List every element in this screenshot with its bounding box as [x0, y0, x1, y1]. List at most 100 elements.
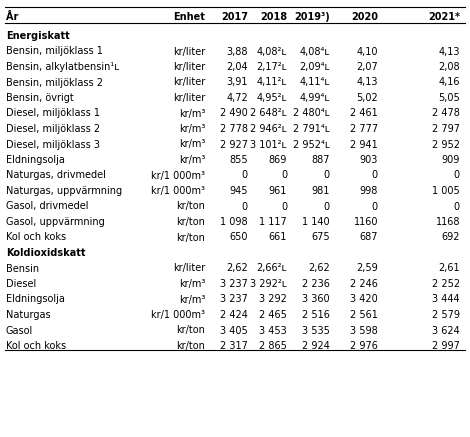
Text: kr/1 000m³: kr/1 000m³ [151, 170, 205, 180]
Text: Diesel, miljöklass 2: Diesel, miljöklass 2 [6, 124, 100, 134]
Text: 5,02: 5,02 [356, 93, 378, 103]
Text: 675: 675 [311, 232, 330, 243]
Text: kr/ton: kr/ton [176, 341, 205, 351]
Text: 1168: 1168 [436, 217, 460, 227]
Text: 2 946²ʟ: 2 946²ʟ [251, 124, 287, 134]
Text: 2 777: 2 777 [350, 124, 378, 134]
Text: kr/1 000m³: kr/1 000m³ [151, 186, 205, 196]
Text: 0: 0 [281, 170, 287, 180]
Text: 0: 0 [324, 201, 330, 212]
Text: 3 453: 3 453 [259, 326, 287, 336]
Text: 998: 998 [360, 186, 378, 196]
Text: Diesel, miljöklass 3: Diesel, miljöklass 3 [6, 139, 100, 149]
Text: Naturgas, drivmedel: Naturgas, drivmedel [6, 170, 106, 180]
Text: 650: 650 [229, 232, 248, 243]
Text: kr/m³: kr/m³ [179, 139, 205, 149]
Text: 3 405: 3 405 [220, 326, 248, 336]
Text: Gasol, drivmedel: Gasol, drivmedel [6, 201, 88, 212]
Text: 3 292: 3 292 [259, 295, 287, 305]
Text: 1 117: 1 117 [259, 217, 287, 227]
Text: 3 444: 3 444 [432, 295, 460, 305]
Text: 4,95²ʟ: 4,95²ʟ [257, 93, 287, 103]
Text: kr/ton: kr/ton [176, 201, 205, 212]
Text: 4,11⁴ʟ: 4,11⁴ʟ [300, 77, 330, 87]
Text: 3,88: 3,88 [227, 46, 248, 56]
Text: 4,08²ʟ: 4,08²ʟ [257, 46, 287, 56]
Text: 687: 687 [360, 232, 378, 243]
Text: 2 246: 2 246 [350, 279, 378, 289]
Text: kr/m³: kr/m³ [179, 295, 205, 305]
Text: kr/liter: kr/liter [173, 264, 205, 274]
Text: 692: 692 [441, 232, 460, 243]
Text: 2 791⁴ʟ: 2 791⁴ʟ [293, 124, 330, 134]
Text: 981: 981 [312, 186, 330, 196]
Text: Bensin: Bensin [6, 264, 39, 274]
Text: 961: 961 [269, 186, 287, 196]
Text: 2 317: 2 317 [220, 341, 248, 351]
Text: Diesel: Diesel [6, 279, 36, 289]
Text: 2 865: 2 865 [259, 341, 287, 351]
Text: Gasol, uppvärmning: Gasol, uppvärmning [6, 217, 105, 227]
Text: 1 098: 1 098 [220, 217, 248, 227]
Text: 2 480⁴ʟ: 2 480⁴ʟ [293, 108, 330, 118]
Text: 0: 0 [372, 201, 378, 212]
Text: 0: 0 [454, 170, 460, 180]
Text: kr/ton: kr/ton [176, 217, 205, 227]
Text: 0: 0 [454, 201, 460, 212]
Text: 3 420: 3 420 [350, 295, 378, 305]
Text: 4,11²ʟ: 4,11²ʟ [257, 77, 287, 87]
Text: kr/liter: kr/liter [173, 46, 205, 56]
Text: 2 924: 2 924 [302, 341, 330, 351]
Text: 4,72: 4,72 [226, 93, 248, 103]
Text: kr/m³: kr/m³ [179, 155, 205, 165]
Text: 3 101²ʟ: 3 101²ʟ [251, 139, 287, 149]
Text: Koldioxidskatt: Koldioxidskatt [6, 248, 86, 258]
Text: 2 490: 2 490 [220, 108, 248, 118]
Text: 2,09⁴ʟ: 2,09⁴ʟ [299, 62, 330, 72]
Text: 903: 903 [360, 155, 378, 165]
Text: 2 461: 2 461 [350, 108, 378, 118]
Text: 2,08: 2,08 [439, 62, 460, 72]
Text: 3 237: 3 237 [220, 295, 248, 305]
Text: 2,62: 2,62 [226, 264, 248, 274]
Text: 0: 0 [242, 170, 248, 180]
Text: 909: 909 [442, 155, 460, 165]
Text: Gasol: Gasol [6, 326, 33, 336]
Text: 1160: 1160 [353, 217, 378, 227]
Text: 2,61: 2,61 [439, 264, 460, 274]
Text: 2017: 2017 [221, 12, 248, 22]
Text: kr/ton: kr/ton [176, 232, 205, 243]
Text: 2 465: 2 465 [259, 310, 287, 320]
Text: 4,10: 4,10 [357, 46, 378, 56]
Text: Bensin, alkylatbensin¹ʟ: Bensin, alkylatbensin¹ʟ [6, 62, 119, 72]
Text: 5,05: 5,05 [438, 93, 460, 103]
Text: 2 997: 2 997 [432, 341, 460, 351]
Text: 2,07: 2,07 [356, 62, 378, 72]
Text: 887: 887 [312, 155, 330, 165]
Text: Kol och koks: Kol och koks [6, 232, 66, 243]
Text: 2,04: 2,04 [227, 62, 248, 72]
Text: 3 292²ʟ: 3 292²ʟ [250, 279, 287, 289]
Text: 2 236: 2 236 [302, 279, 330, 289]
Text: 869: 869 [269, 155, 287, 165]
Text: kr/liter: kr/liter [173, 77, 205, 87]
Text: 855: 855 [229, 155, 248, 165]
Text: 2 424: 2 424 [220, 310, 248, 320]
Text: 2 941: 2 941 [350, 139, 378, 149]
Text: 4,08⁴ʟ: 4,08⁴ʟ [300, 46, 330, 56]
Text: 2 952: 2 952 [432, 139, 460, 149]
Text: 945: 945 [229, 186, 248, 196]
Text: 2,62: 2,62 [308, 264, 330, 274]
Text: Enhet: Enhet [173, 12, 205, 22]
Text: 2,59: 2,59 [356, 264, 378, 274]
Text: 2 927: 2 927 [220, 139, 248, 149]
Text: Kol och koks: Kol och koks [6, 341, 66, 351]
Text: 0: 0 [242, 201, 248, 212]
Text: 3 535: 3 535 [302, 326, 330, 336]
Text: 2021*: 2021* [428, 12, 460, 22]
Text: 1 005: 1 005 [432, 186, 460, 196]
Text: 2 952⁴ʟ: 2 952⁴ʟ [293, 139, 330, 149]
Text: 2,66²ʟ: 2,66²ʟ [257, 264, 287, 274]
Text: kr/ton: kr/ton [176, 326, 205, 336]
Text: 661: 661 [269, 232, 287, 243]
